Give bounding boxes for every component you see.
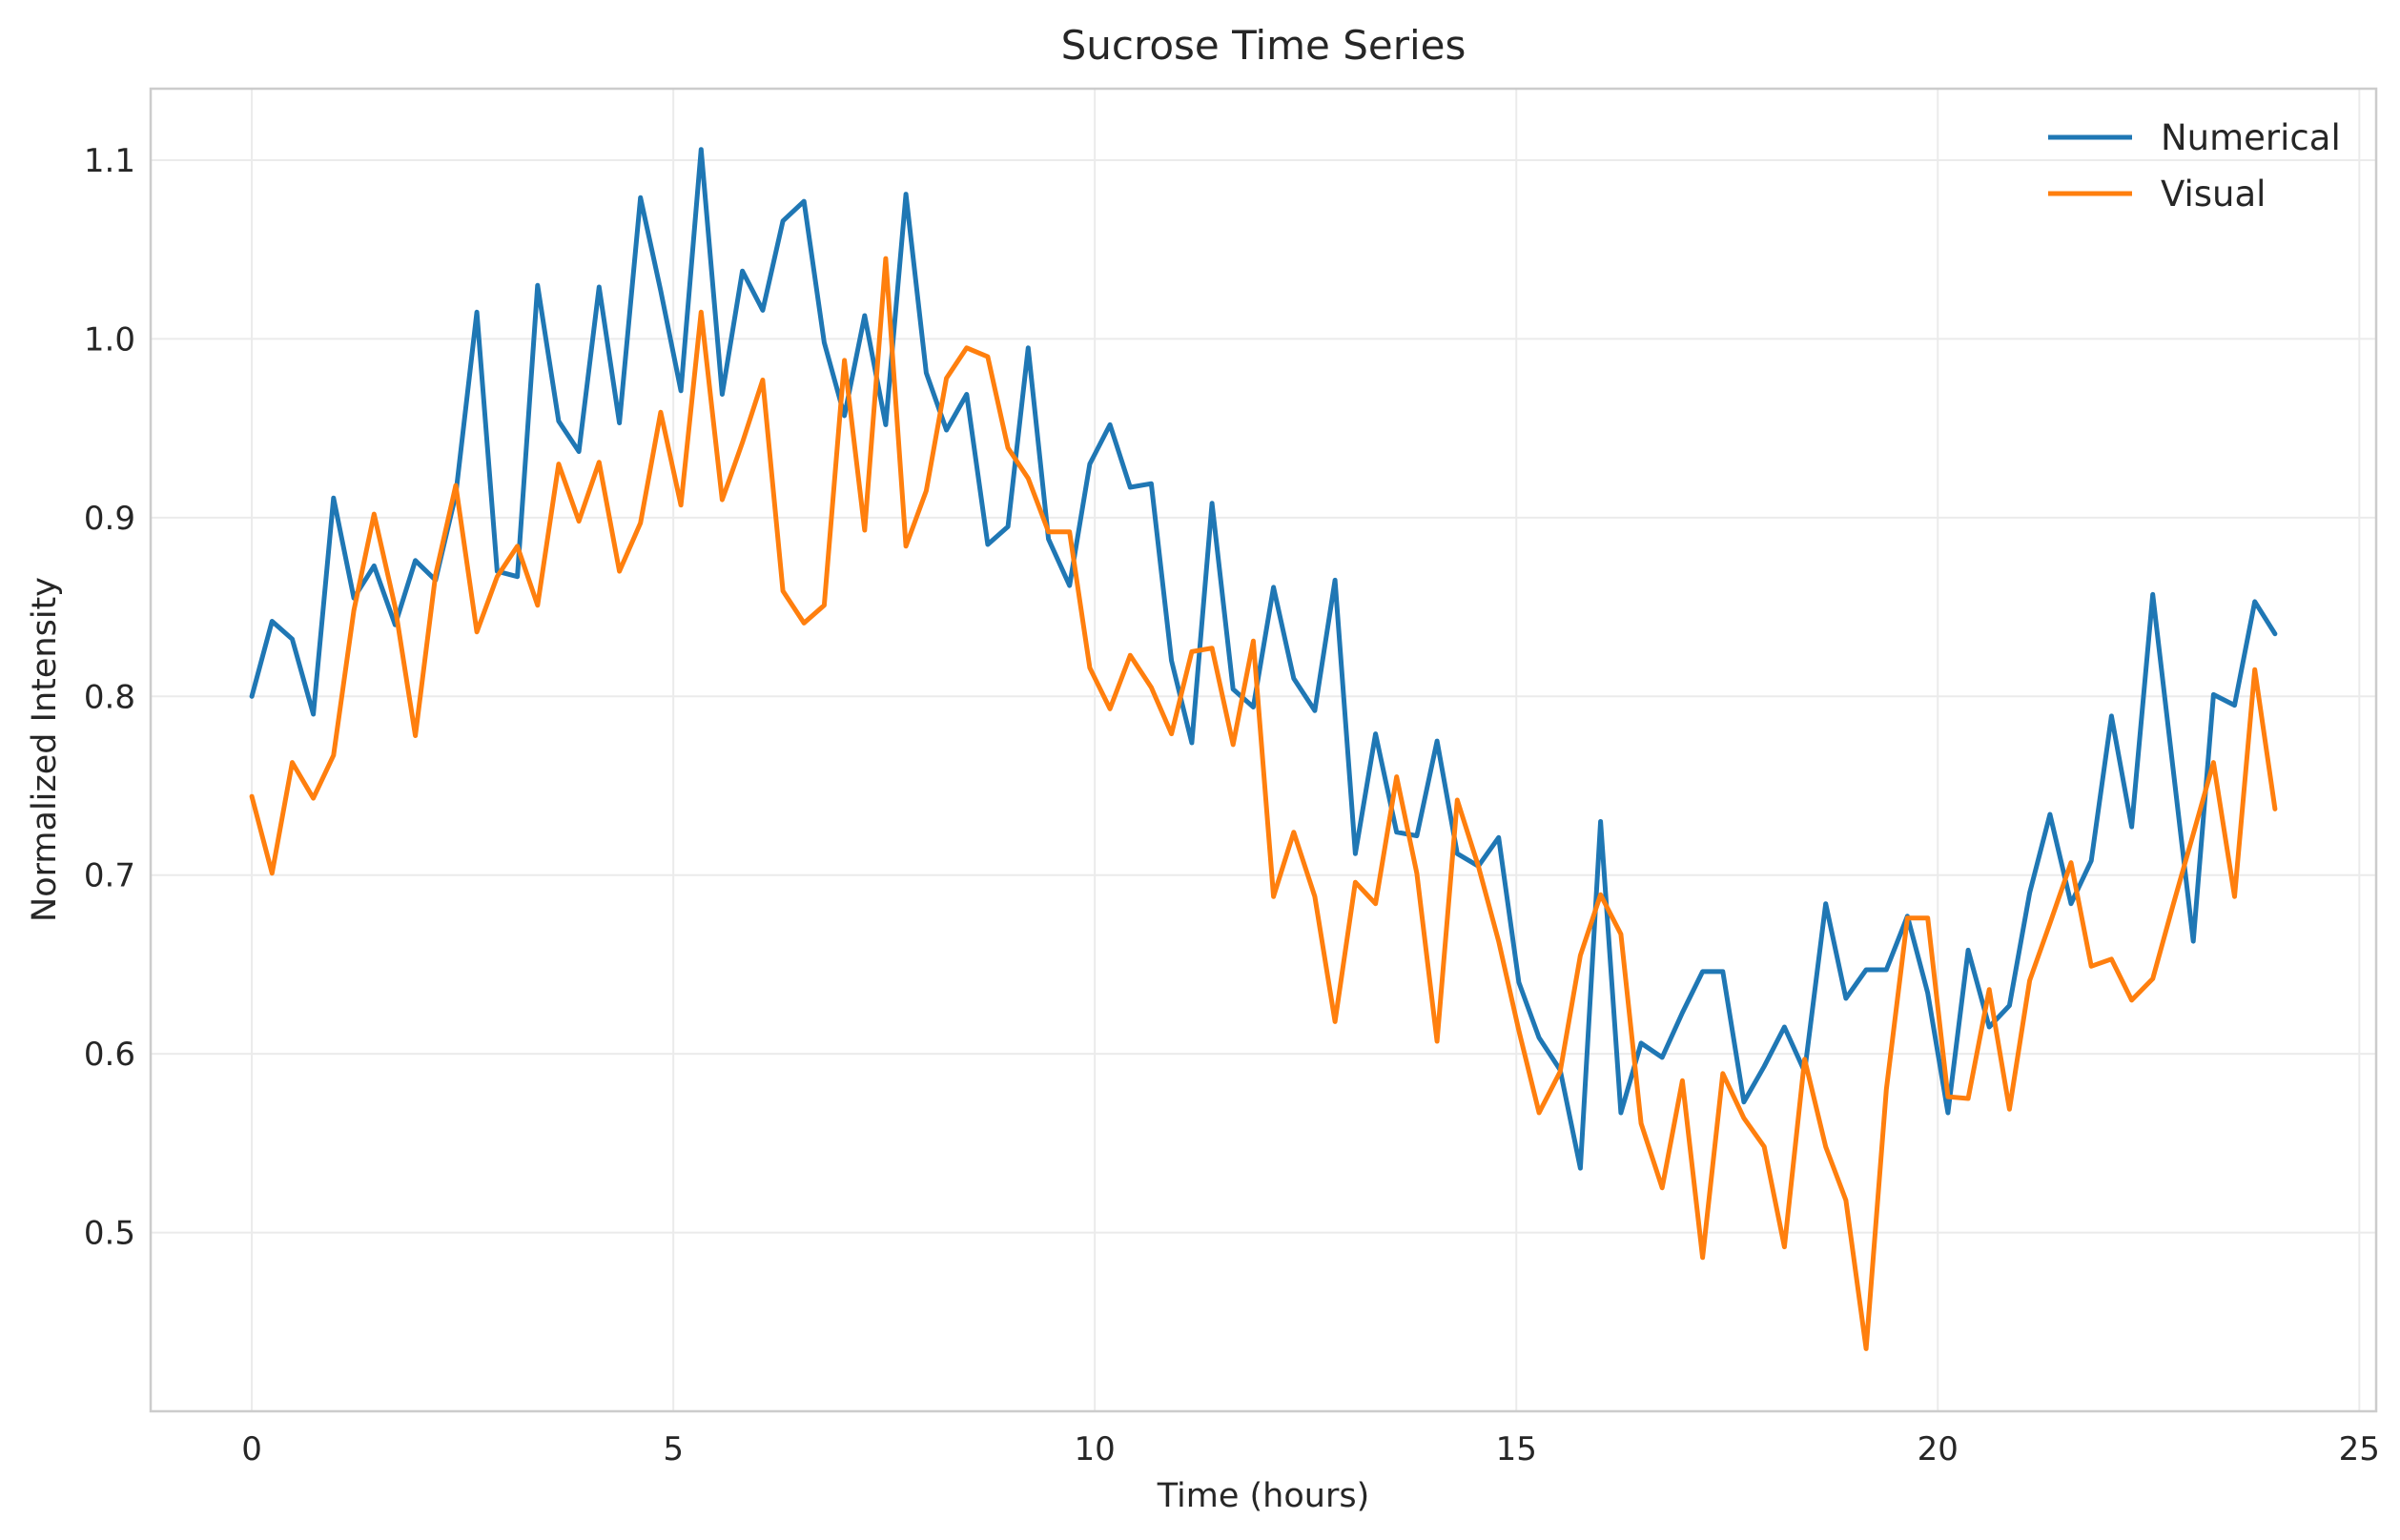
x-tick-label: 0 <box>241 1430 262 1468</box>
y-tick-label: 1.1 <box>84 142 135 180</box>
y-tick-label: 0.5 <box>84 1215 135 1253</box>
y-axis-label: Normalized Intensity <box>26 577 64 922</box>
series-line-numerical <box>249 147 2278 1171</box>
x-tick-label: 25 <box>2339 1430 2380 1468</box>
y-tick-label: 0.6 <box>84 1036 135 1074</box>
y-tick-labels: 0.5 0.6 0.7 0.8 0.9 1.0 1.1 <box>84 142 135 1253</box>
legend-label-numerical: Numerical <box>2161 117 2341 158</box>
plot-frame <box>149 87 2378 1413</box>
y-tick-label: 0.7 <box>84 857 135 895</box>
legend: Numerical Visual <box>2048 117 2341 215</box>
x-tick-label: 5 <box>663 1430 684 1468</box>
y-tick-label: 1.0 <box>84 320 135 359</box>
x-axis-label: Time (hours) <box>1157 1477 1370 1515</box>
x-tick-label: 15 <box>1496 1430 1537 1468</box>
series-line-visual <box>249 256 2278 1351</box>
y-tick-label: 0.9 <box>84 500 135 538</box>
x-tick-labels: 0 5 10 15 20 25 <box>241 1430 2380 1468</box>
legend-label-visual: Visual <box>2161 174 2266 215</box>
x-tick-label: 20 <box>1918 1430 1959 1468</box>
chart-title: Sucrose Time Series <box>1061 22 1467 69</box>
x-tick-label: 10 <box>1075 1430 1116 1468</box>
series-layer <box>249 147 2278 1351</box>
y-tick-label: 0.8 <box>84 678 135 716</box>
